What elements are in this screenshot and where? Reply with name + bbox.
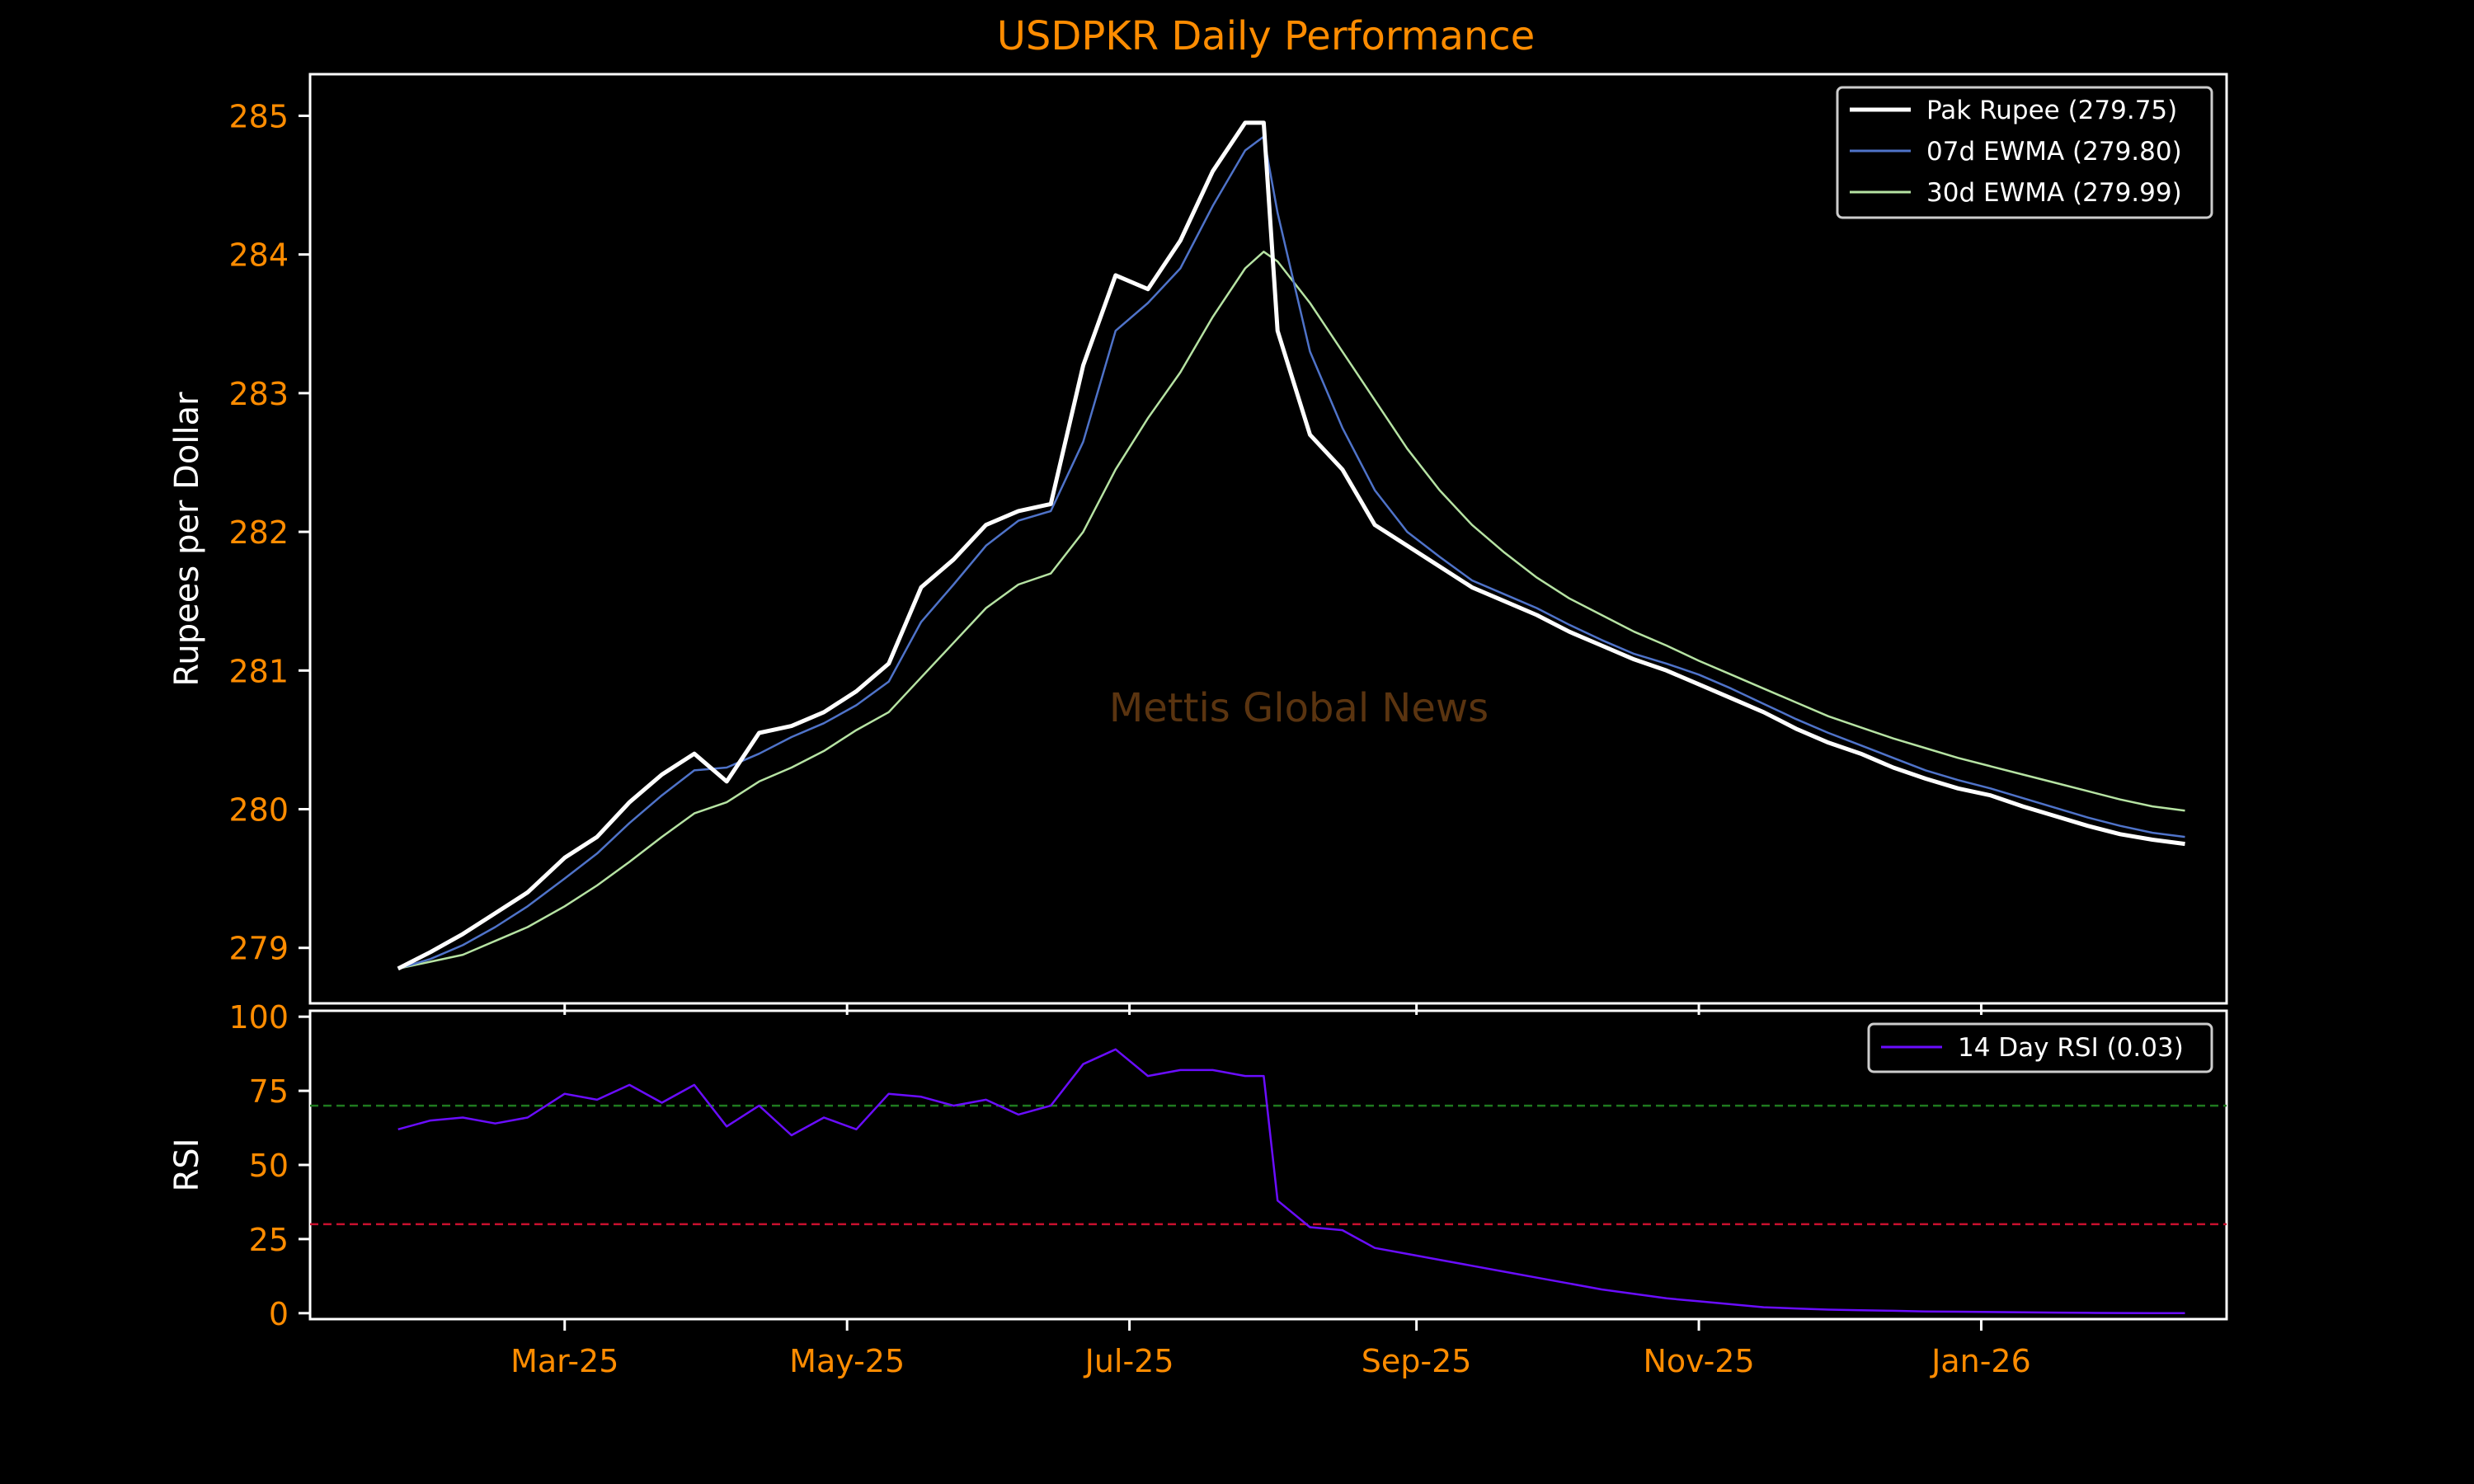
rsi-x-tick-label: Mar-25 (510, 1343, 618, 1379)
legend-label-30d-ewma: 30d EWMA (279.99) (1926, 178, 2182, 208)
rsi-x-ticks: Mar-25 May-25 Jul-25 Sep-25 Nov-25 Jan-26 (510, 1319, 2031, 1379)
price-y-tick-label: 284 (228, 237, 289, 274)
price-y-axis-label: Rupees per Dollar (168, 392, 206, 687)
rsi-y-tick-label: 50 (249, 1148, 289, 1184)
price-plot-area (308, 73, 2228, 1005)
rsi-series-lines (397, 1048, 2185, 1314)
rsi-legend-box (1867, 1022, 2213, 1073)
watermark-annotation: Mettis Global News (1109, 685, 1489, 731)
rsi-y-axis-label: RSI (168, 1139, 206, 1192)
rsi-x-tick-label: Jul-25 (1084, 1343, 1174, 1379)
price-legend: Pak Rupee (279.75) 07d EWMA (279.80) 30d… (1836, 86, 2213, 219)
rsi-y-tick-label: 25 (249, 1222, 289, 1258)
rsi-y-tick-label: 75 (249, 1073, 289, 1110)
rsi-legend: 14 Day RSI (0.03) (1867, 1022, 2213, 1073)
price-y-tick-label: 283 (228, 376, 289, 412)
price-y-tick-label: 282 (228, 514, 289, 551)
price-legend-box (1836, 86, 2213, 219)
rsi-reference-lines (310, 1104, 2227, 1226)
rsi-x-tick-label: Jan-26 (1930, 1343, 2031, 1379)
rsi-x-tick-label: May-25 (789, 1343, 905, 1379)
rsi-y-tick-label: 100 (228, 999, 289, 1036)
series-line-pak-rupee (397, 120, 2185, 971)
legend-label-07d-ewma: 07d EWMA (279.80) (1926, 137, 2182, 167)
series-line-07d-ewma (397, 135, 2185, 970)
price-y-tick-label: 285 (228, 98, 289, 134)
legend-label-14-day-rsi: 14 Day RSI (0.03) (1958, 1033, 2184, 1063)
rsi-x-tick-label: Nov-25 (1643, 1343, 1754, 1379)
rsi-x-tick-label: Sep-25 (1362, 1343, 1472, 1379)
series-line-14-day-rsi (397, 1048, 2185, 1314)
price-y-ticks: 279 280 281 282 283 284 285 (228, 98, 310, 967)
price-y-tick-label: 279 (228, 931, 289, 967)
price-series-lines (397, 120, 2185, 971)
price-y-tick-label: 280 (228, 792, 289, 829)
price-x-ticks (563, 1003, 1982, 1015)
series-line-30d-ewma (397, 251, 2185, 970)
legend-label-pak-rupee: Pak Rupee (279.75) (1926, 96, 2177, 125)
rsi-y-tick-label: 0 (269, 1296, 289, 1332)
rsi-panel: 0 25 50 75 100 Mar-25 May-25 Jul-25 Sep-25 Nov-2… (168, 999, 2228, 1379)
chart-title: USDPKR Daily Performance (997, 13, 1535, 59)
rsi-y-ticks: 0 25 50 75 100 (228, 999, 310, 1332)
price-y-tick-label: 281 (228, 653, 289, 689)
